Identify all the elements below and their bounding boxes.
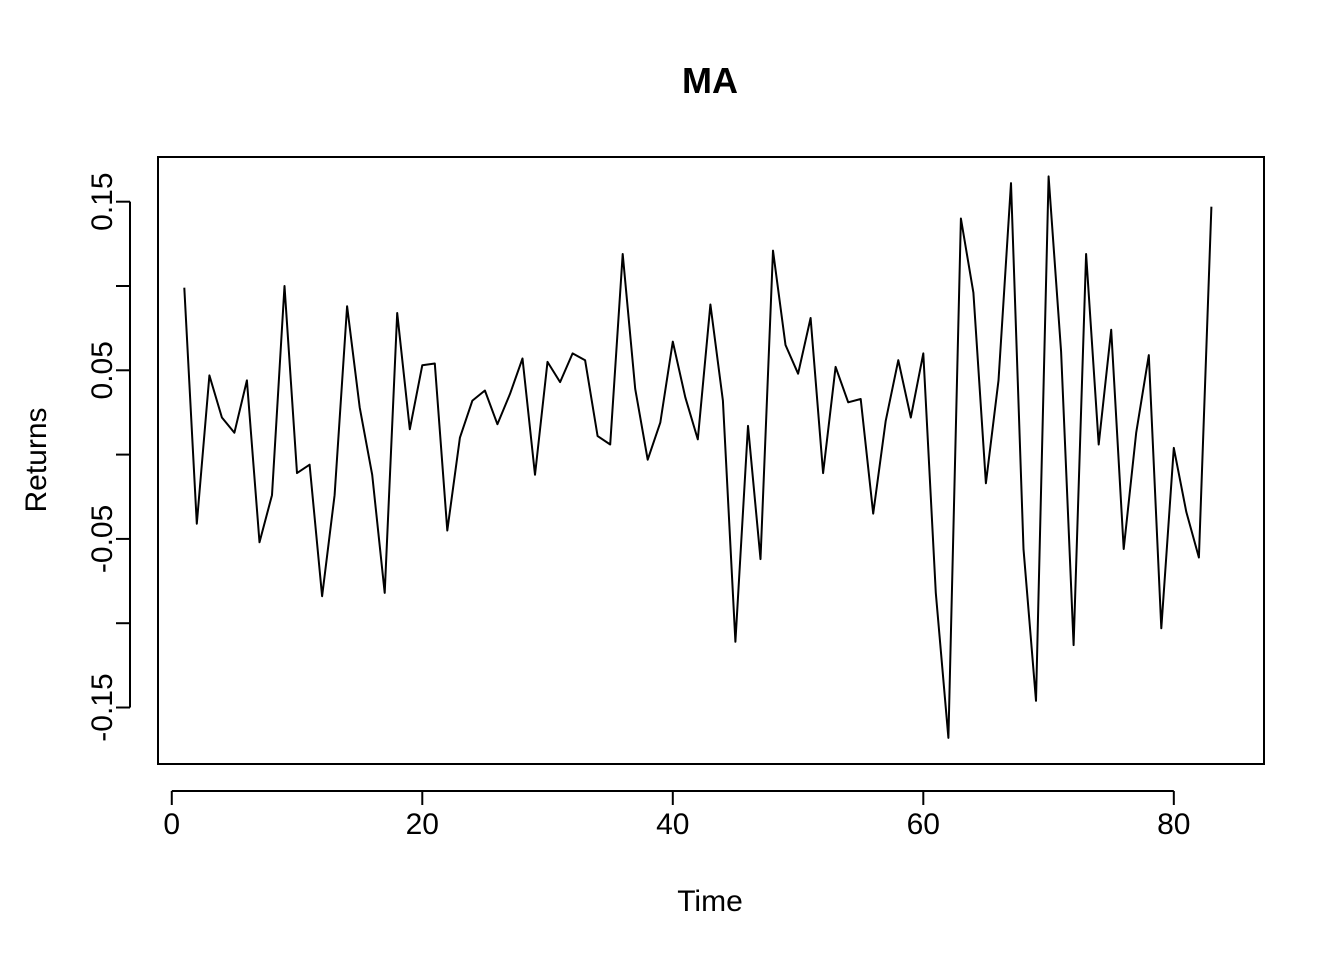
y-axis: -0.15 -0.05 0.05 0.15 bbox=[86, 172, 131, 742]
y-tick-label: -0.15 bbox=[86, 673, 119, 741]
x-axis: 0 20 40 60 80 bbox=[163, 790, 1191, 841]
y-axis-label: Returns bbox=[20, 407, 53, 512]
plot-frame bbox=[157, 156, 1265, 765]
chart-title: MA bbox=[682, 60, 738, 101]
y-tick-label: 0.15 bbox=[86, 172, 119, 230]
y-tick-label: 0.05 bbox=[86, 341, 119, 399]
x-tick-label: 60 bbox=[907, 808, 940, 841]
x-tick-label: 0 bbox=[163, 808, 180, 841]
x-axis-label: Time bbox=[677, 885, 743, 918]
x-tick-label: 80 bbox=[1157, 808, 1190, 841]
y-tick-label: -0.05 bbox=[86, 505, 119, 573]
x-tick-label: 40 bbox=[656, 808, 689, 841]
x-tick-label: 20 bbox=[406, 808, 439, 841]
series-line bbox=[183, 175, 1213, 739]
